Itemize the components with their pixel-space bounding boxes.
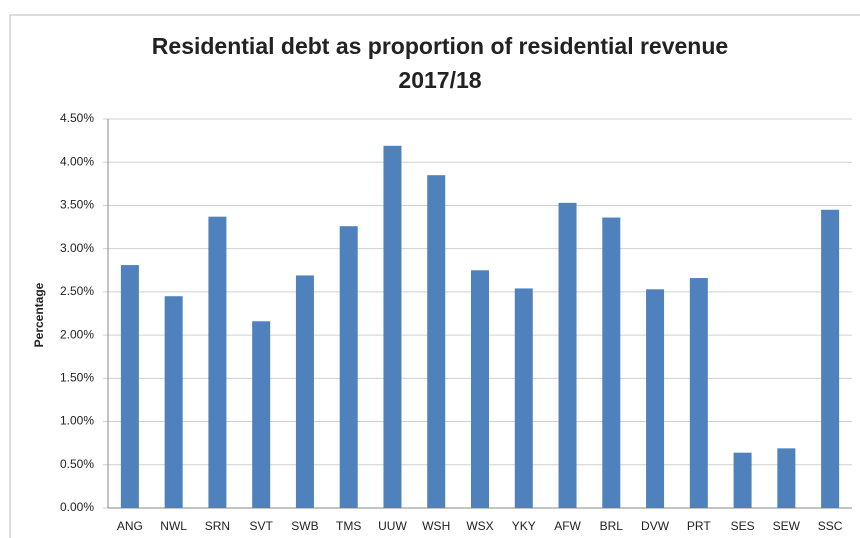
y-tick-label: 2.00% — [60, 327, 94, 341]
x-tick-label: SWB — [291, 519, 318, 533]
y-tick-label: 3.50% — [60, 198, 94, 212]
x-tick-label: AFW — [554, 519, 581, 533]
x-tick-label: SES — [731, 519, 755, 533]
x-tick-label: SSC — [818, 519, 843, 533]
bar — [427, 175, 446, 508]
x-tick-label: SRN — [205, 519, 230, 533]
x-tick-label: TMS — [336, 519, 361, 533]
x-tick-label: WSX — [466, 519, 493, 533]
x-tick-label: NWL — [160, 519, 187, 533]
bar — [689, 278, 708, 508]
bar — [646, 289, 665, 508]
x-tick-label: ANG — [117, 519, 143, 533]
y-tick-label: 2.50% — [60, 284, 94, 298]
bar — [777, 448, 796, 508]
y-tick-label: 0.00% — [60, 500, 94, 514]
bar — [295, 275, 314, 508]
bar — [821, 209, 840, 508]
chart-title: 2017/18 — [398, 67, 481, 93]
y-tick-label: 1.50% — [60, 371, 94, 385]
y-tick-label: 1.00% — [60, 414, 94, 428]
bar — [558, 202, 577, 508]
x-tick-label: DVW — [641, 519, 670, 533]
y-tick-label: 0.50% — [60, 457, 94, 471]
bar — [733, 452, 752, 508]
x-tick-label: YKY — [512, 519, 536, 533]
bar — [208, 216, 227, 508]
bar — [602, 217, 621, 508]
chart-title: Residential debt as proportion of reside… — [152, 33, 728, 59]
bar — [120, 265, 139, 508]
y-axis-label: Percentage — [32, 282, 46, 347]
y-tick-label: 4.50% — [60, 111, 94, 125]
bar — [252, 321, 271, 508]
x-tick-label: UUW — [378, 519, 407, 533]
bar — [383, 145, 402, 508]
chart-frame — [9, 14, 860, 538]
x-tick-label: SVT — [250, 519, 274, 533]
bar — [164, 296, 183, 508]
bar — [514, 288, 533, 508]
bar — [339, 226, 358, 509]
x-tick-label: SEW — [773, 519, 801, 533]
bar — [471, 270, 489, 508]
y-tick-label: 4.00% — [60, 154, 94, 168]
x-tick-label: WSH — [422, 519, 450, 533]
y-tick-label: 3.00% — [60, 241, 94, 255]
x-tick-label: PRT — [687, 519, 711, 533]
x-tick-label: BRL — [600, 519, 624, 533]
